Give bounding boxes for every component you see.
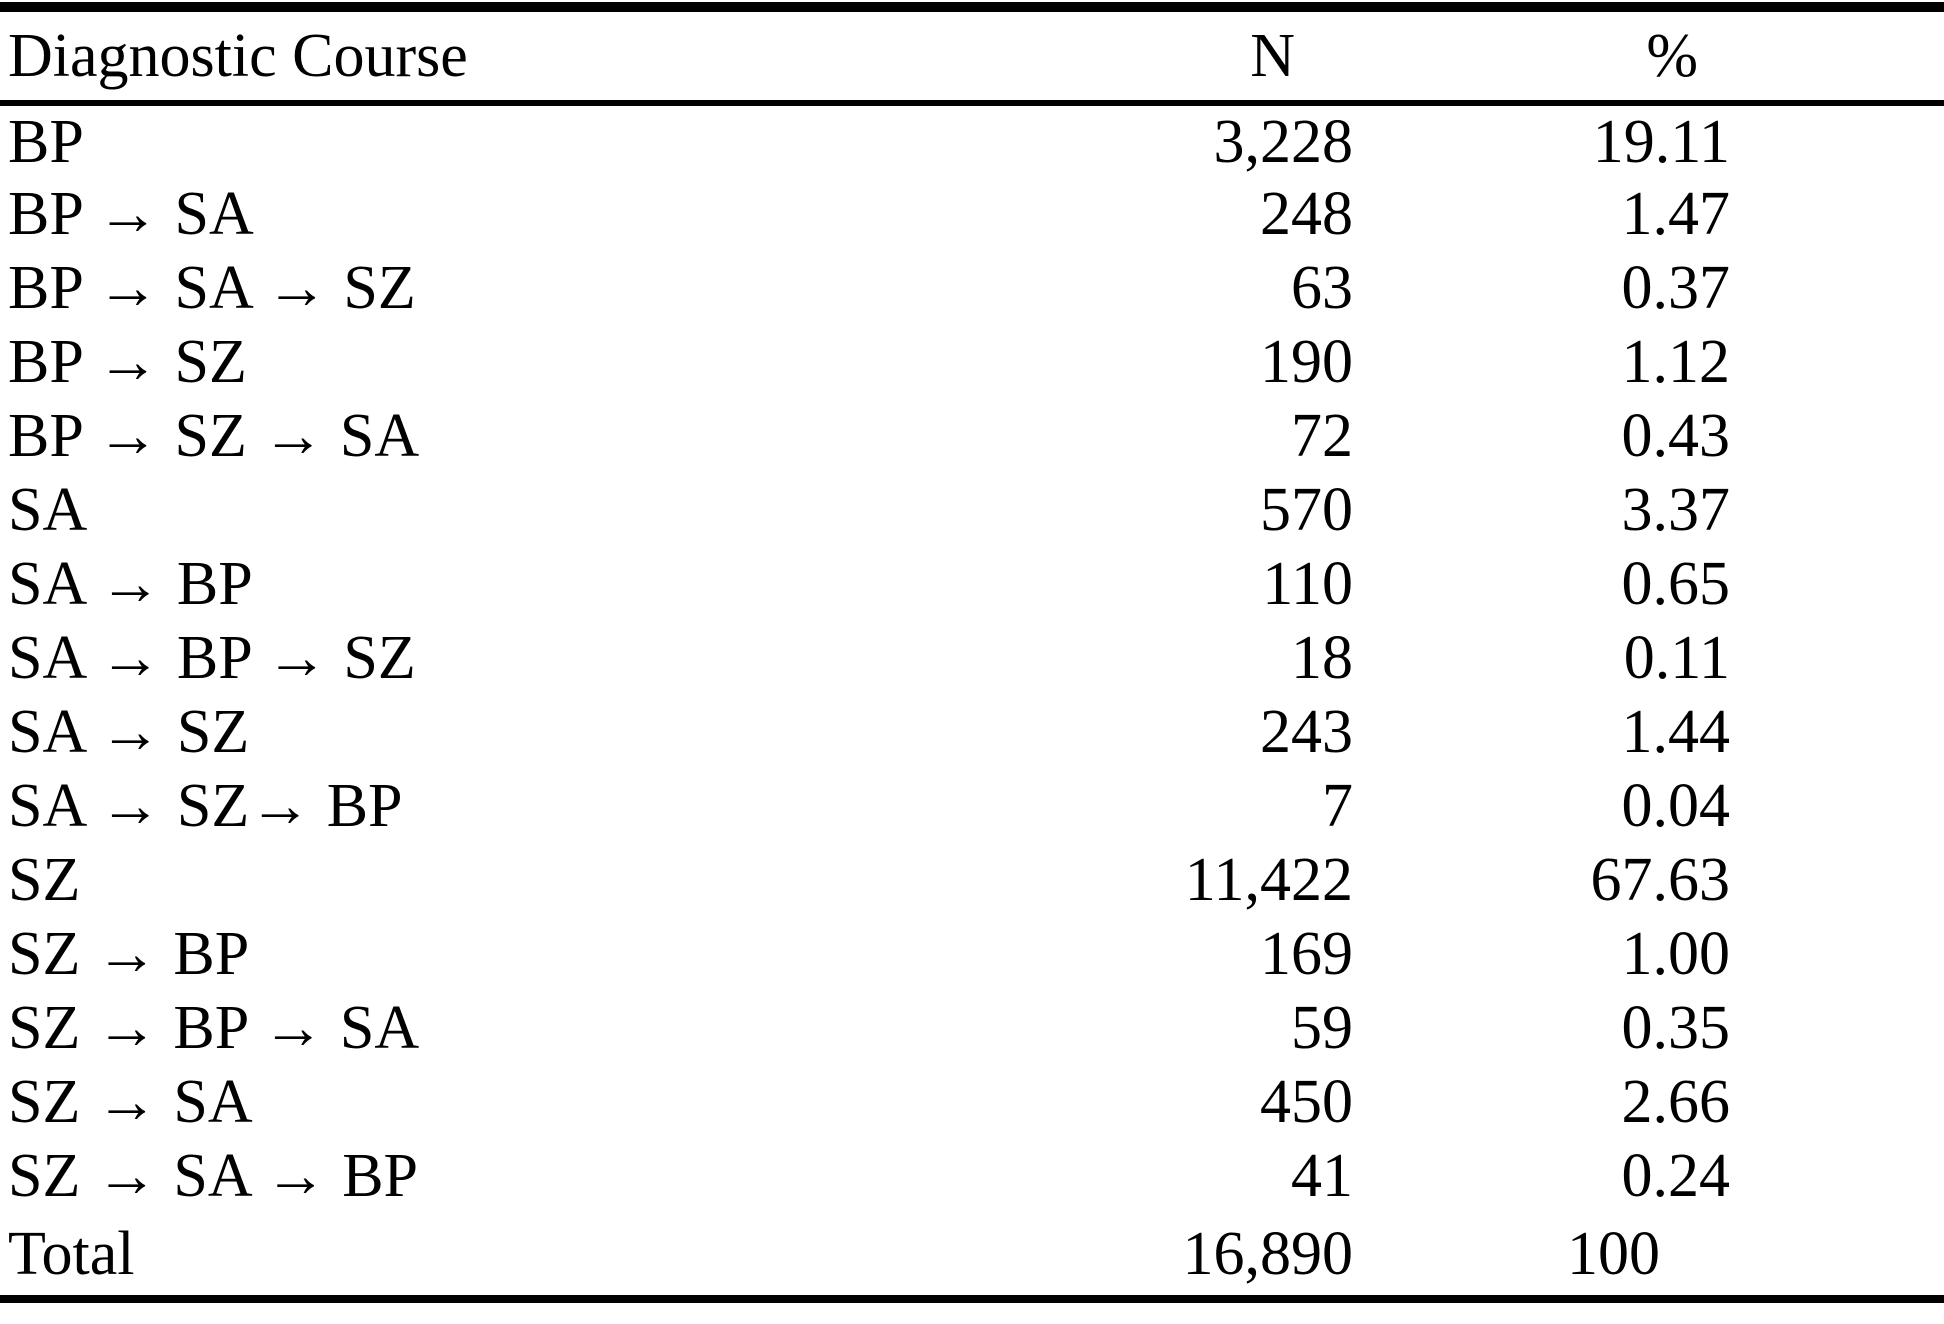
table-row: SA → SZ 243 1.44: [0, 695, 1944, 769]
row-spacer: [1730, 251, 1944, 325]
row-spacer: [1730, 843, 1944, 917]
pct-cell: 19.11: [1592, 107, 1730, 176]
row-spacer: [1730, 695, 1944, 769]
row-spacer: [1730, 547, 1944, 621]
pct-cell: 0.11: [1623, 624, 1730, 692]
table-row: SZ → BP 169 1.00: [0, 917, 1944, 991]
course-cell: BP → SA: [8, 180, 254, 248]
n-cell: 190: [1260, 328, 1353, 396]
course-cell: BP → SA → SZ: [8, 254, 416, 322]
course-cell: SZ → BP → SA: [8, 994, 420, 1062]
pct-cell: 0.43: [1621, 402, 1731, 470]
pct-cell: 3.37: [1621, 476, 1731, 544]
column-header-percent: %: [1353, 7, 1730, 106]
n-cell: 7: [1322, 772, 1353, 840]
n-cell: 11,422: [1184, 846, 1353, 914]
pct-cell: 0.24: [1621, 1142, 1731, 1210]
pct-cell: 100: [1353, 1213, 1730, 1303]
table-row: BP → SZ → SA 72 0.43: [0, 399, 1944, 473]
n-cell: 169: [1260, 920, 1353, 988]
row-spacer: [1730, 399, 1944, 473]
course-cell: Total: [0, 1213, 1140, 1303]
table-row: SA 570 3.37: [0, 473, 1944, 547]
table-header: Diagnostic Course N %: [0, 7, 1944, 106]
pct-cell: 1.44: [1621, 698, 1731, 766]
course-cell: SA → BP: [8, 550, 253, 618]
course-cell: BP: [8, 107, 84, 176]
course-cell: SZ → SA → BP: [8, 1142, 419, 1210]
course-cell: SZ → BP: [8, 920, 250, 988]
pct-cell: 0.37: [1621, 254, 1731, 322]
row-spacer: [1730, 991, 1944, 1065]
row-spacer: [1730, 1065, 1944, 1139]
table-row: SA → BP → SZ 18 0.11: [0, 621, 1944, 695]
n-cell: 450: [1260, 1068, 1353, 1136]
pct-cell: 0.35: [1621, 994, 1731, 1062]
row-spacer: [1730, 621, 1944, 695]
column-header-diagnostic-course: Diagnostic Course: [0, 7, 1140, 106]
row-spacer: [1730, 177, 1944, 251]
header-row: Diagnostic Course N %: [0, 7, 1944, 106]
n-cell: 41: [1291, 1142, 1353, 1210]
table-row: SZ → SA 450 2.66: [0, 1065, 1944, 1139]
table-row: BP 3,228 19.11: [0, 103, 1944, 177]
table-row: SZ → BP → SA 59 0.35: [0, 991, 1944, 1065]
n-cell: 63: [1291, 254, 1353, 322]
n-cell: 248: [1260, 180, 1353, 248]
course-cell: BP → SZ: [8, 328, 247, 396]
course-cell: SA: [8, 476, 88, 544]
n-cell: 110: [1262, 550, 1353, 618]
table-row: BP → SZ 190 1.12: [0, 325, 1944, 399]
n-cell: 59: [1291, 994, 1353, 1062]
row-spacer: [1730, 325, 1944, 399]
n-cell: 16,890: [1140, 1213, 1353, 1303]
table-row: BP → SA → SZ 63 0.37: [0, 251, 1944, 325]
table-body: BP 3,228 19.11 BP → SA 248 1.47 BP → SA …: [0, 103, 1944, 1303]
pct-cell: 1.47: [1621, 180, 1731, 248]
n-cell: 72: [1291, 402, 1353, 470]
course-cell: SA → SZ: [8, 698, 250, 766]
course-cell: SZ: [8, 846, 81, 914]
course-cell: SA → SZ→ BP: [8, 772, 403, 840]
table-row: SZ 11,422 67.63: [0, 843, 1944, 917]
pct-cell: 67.63: [1590, 846, 1731, 914]
n-cell: 243: [1260, 698, 1353, 766]
row-spacer: [1730, 917, 1944, 991]
pct-cell: 0.04: [1621, 772, 1731, 840]
table-row: SA → BP 110 0.65: [0, 547, 1944, 621]
table-row: BP → SA 248 1.47: [0, 177, 1944, 251]
row-spacer: [1730, 473, 1944, 547]
course-cell: SA → BP → SZ: [8, 624, 416, 692]
table-row: Total 16,890 100: [0, 1213, 1944, 1303]
header-spacer: [1730, 7, 1944, 106]
row-spacer: [1730, 103, 1944, 177]
column-header-n: N: [1140, 7, 1353, 106]
course-cell: BP → SZ → SA: [8, 402, 420, 470]
n-cell: 3,228: [1213, 107, 1354, 176]
pct-cell: 1.12: [1621, 328, 1731, 396]
table-row: SZ → SA → BP 41 0.24: [0, 1139, 1944, 1213]
row-spacer: [1730, 769, 1944, 843]
pct-cell: 1.00: [1621, 920, 1731, 988]
course-cell: SZ → SA: [8, 1068, 253, 1136]
n-cell: 570: [1260, 476, 1353, 544]
table-row: SA → SZ→ BP 7 0.04: [0, 769, 1944, 843]
pct-cell: 2.66: [1621, 1068, 1731, 1136]
n-cell: 18: [1291, 624, 1353, 692]
pct-cell: 0.65: [1621, 550, 1731, 618]
row-spacer: [1730, 1139, 1944, 1213]
row-spacer: [1730, 1213, 1944, 1303]
